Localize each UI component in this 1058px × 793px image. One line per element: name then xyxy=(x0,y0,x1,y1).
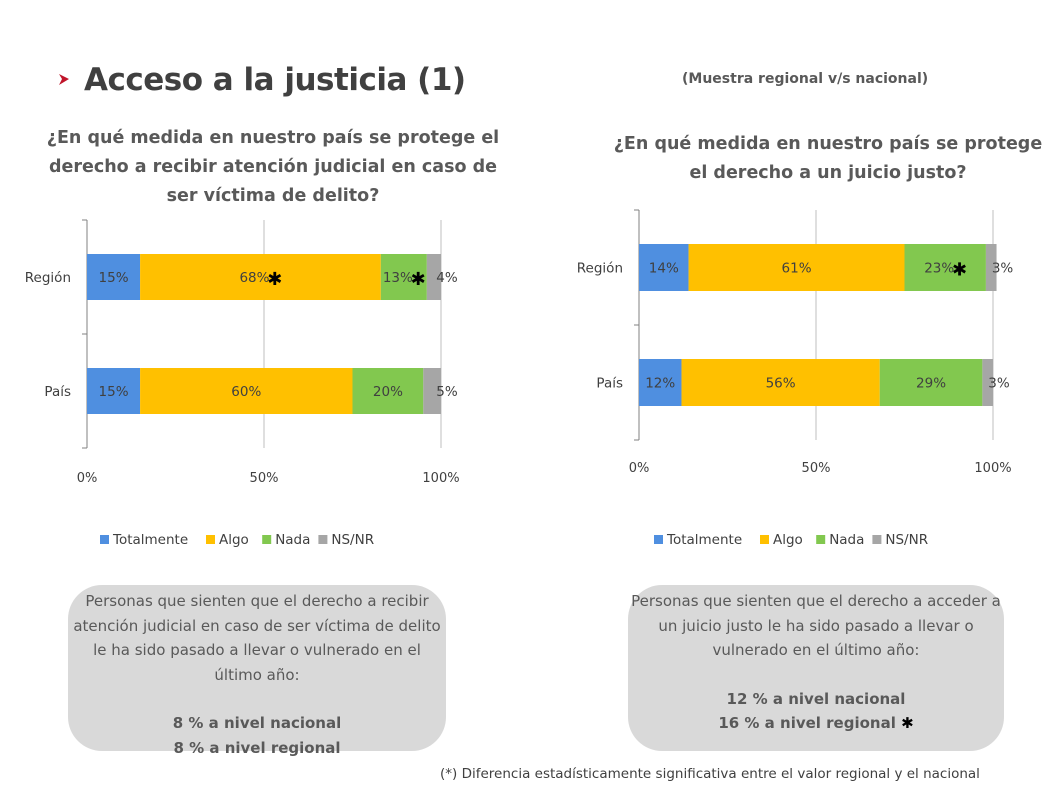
data-label: 60% xyxy=(231,384,261,400)
info-box-left: Personas que sienten que el derecho a re… xyxy=(68,585,446,757)
chart-right-title: ¿En qué medida en nuestro país se proteg… xyxy=(613,134,1043,183)
legend-swatch-totalmente xyxy=(654,535,663,544)
chart-right: 0% 50% 100% Región 14% 61% 23%✱ 3% País 12% 56% 29%… xyxy=(577,209,1014,548)
legend-swatch-algo xyxy=(206,535,215,544)
data-label: 56% xyxy=(766,376,796,392)
category-label-pa-s: País xyxy=(44,384,71,400)
info-box-right-national: 12 % a nivel nacional xyxy=(726,689,906,708)
info-box-right-regional: 16 % a nivel regional ✱ xyxy=(718,714,914,732)
data-label: 68% xyxy=(239,270,269,286)
legend-swatch-nada xyxy=(816,535,826,544)
data-label: 3% xyxy=(992,261,1014,277)
legend-label-nada: Nada xyxy=(829,532,864,548)
chart-left-title: ¿En qué medida en nuestro país se proteg… xyxy=(46,128,500,206)
data-label: 14% xyxy=(649,261,679,277)
category-label-regi-n: Región xyxy=(577,261,623,277)
data-label: 20% xyxy=(373,384,403,400)
legend-label-algo: Algo xyxy=(773,532,803,548)
x-tick-label: 100% xyxy=(422,471,459,486)
legend-swatch-nada xyxy=(262,535,272,544)
bar-regi-n-algo xyxy=(140,254,381,300)
category-label-regi-n: Región xyxy=(25,270,71,286)
bar-regi-n-totalmente xyxy=(87,254,141,300)
legend-label-totalmente: Totalmente xyxy=(112,532,188,548)
significance-star-icon: ✱ xyxy=(952,260,967,281)
page-subtitle: (Muestra regional v/s nacional) xyxy=(682,71,929,87)
info-box-left-regional: 8 % a nivel regional xyxy=(173,738,341,757)
legend-label-ns-nr: NS/NR xyxy=(331,532,374,548)
data-label: 5% xyxy=(436,384,458,400)
legend-label-ns-nr: NS/NR xyxy=(885,532,928,548)
bar-regi-n-totalmente xyxy=(639,244,689,291)
data-label: 15% xyxy=(99,384,129,400)
bar-pa-s-totalmente xyxy=(87,368,141,414)
significance-star-icon: ✱ xyxy=(411,269,426,290)
data-label: 4% xyxy=(436,270,458,286)
bar-pa-s-nada xyxy=(879,359,983,406)
bar-regi-n-algo xyxy=(688,244,905,291)
legend-label-totalmente: Totalmente xyxy=(666,532,742,548)
legend-swatch-ns-nr xyxy=(872,535,882,544)
bar-regi-n-ns-nr xyxy=(426,254,441,300)
significance-star-icon: ✱ xyxy=(901,714,914,732)
page-title: Acceso a la justicia (1) xyxy=(84,62,466,98)
bar-pa-s-ns-nr xyxy=(982,359,993,406)
legend-label-algo: Algo xyxy=(219,532,249,548)
data-label: 29% xyxy=(916,376,946,392)
legend-swatch-algo xyxy=(760,535,769,544)
data-label: 61% xyxy=(782,261,812,277)
bar-pa-s-algo xyxy=(140,368,353,414)
bar-pa-s-totalmente xyxy=(639,359,682,406)
data-label: 15% xyxy=(99,270,129,286)
x-tick-label: 0% xyxy=(77,471,98,486)
x-tick-label: 0% xyxy=(629,461,650,476)
info-box-left-national: 8 % a nivel nacional xyxy=(172,714,342,732)
x-tick-label: 50% xyxy=(802,461,831,476)
data-label: 3% xyxy=(988,376,1010,392)
info-box-left-description: Personas que sienten que el derecho a re… xyxy=(73,592,441,684)
info-box-right: Personas que sienten que el derecho a ac… xyxy=(628,585,1004,751)
significance-star-icon: ✱ xyxy=(267,269,282,290)
legend-label-nada: Nada xyxy=(275,532,310,548)
bar-pa-s-nada xyxy=(352,368,424,414)
legend-swatch-totalmente xyxy=(100,535,109,544)
data-label: 12% xyxy=(645,376,675,392)
bar-regi-n-ns-nr xyxy=(985,244,997,291)
x-tick-label: 50% xyxy=(250,471,279,486)
bar-regi-n-nada xyxy=(380,254,427,300)
info-box-right-description: Personas que sienten que el derecho a ac… xyxy=(631,592,1001,659)
data-label: 23% xyxy=(924,261,954,277)
footnote: (*) Diferencia estadísticamente signific… xyxy=(440,766,980,782)
category-label-pa-s: País xyxy=(596,376,623,392)
data-label: 13% xyxy=(383,270,413,286)
bar-regi-n-nada xyxy=(904,244,986,291)
bar-pa-s-ns-nr xyxy=(423,368,441,414)
legend-swatch-ns-nr xyxy=(318,535,328,544)
bar-pa-s-algo xyxy=(681,359,880,406)
chart-left: 0% 50% 100%Región 15% 68%✱ 13%✱ 4%País 15% 60% 20… xyxy=(25,219,460,548)
chevron-right-icon xyxy=(59,74,69,85)
x-tick-label: 100% xyxy=(974,461,1011,476)
